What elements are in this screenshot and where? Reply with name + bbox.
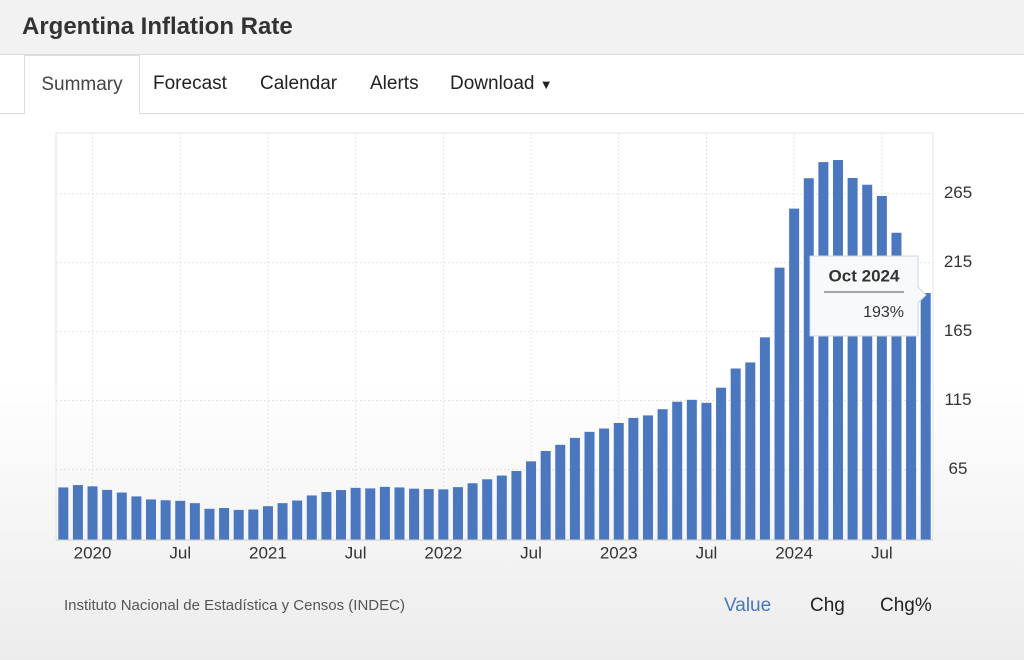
- bar: [803, 178, 814, 541]
- bar: [774, 267, 785, 540]
- bar: [832, 160, 843, 540]
- bar: [394, 487, 405, 540]
- bar: [409, 488, 420, 540]
- x-tick-label: Jul: [520, 543, 542, 562]
- bar: [160, 500, 171, 540]
- x-tick-label: Jul: [345, 543, 367, 562]
- bar: [716, 387, 727, 540]
- bar: [277, 503, 288, 540]
- tooltip: Oct 2024 193%: [809, 255, 927, 337]
- bar: [613, 423, 624, 540]
- bar: [876, 195, 887, 540]
- bar: [730, 368, 741, 540]
- bar: [262, 506, 273, 540]
- bar: [219, 507, 230, 540]
- tooltip-value: 193%: [863, 304, 904, 321]
- y-tick-label: 165: [944, 321, 972, 340]
- tab[interactable]: Download ▼: [450, 73, 553, 95]
- page-title: Argentina Inflation Rate: [22, 13, 293, 40]
- bar: [847, 177, 858, 541]
- bar: [72, 485, 83, 540]
- tab[interactable]: Calendar: [260, 73, 338, 94]
- bar: [672, 401, 683, 540]
- tab-bar: Summary Forecast Calendar Alerts Downloa…: [0, 55, 1024, 114]
- bar: [452, 487, 463, 540]
- view-button[interactable]: Chg%: [880, 595, 932, 616]
- bar: [146, 499, 157, 540]
- bar: [745, 362, 756, 540]
- bar: [175, 500, 186, 540]
- tab[interactable]: Summary: [24, 55, 140, 114]
- bar: [906, 270, 917, 540]
- bar: [496, 475, 507, 540]
- tab[interactable]: Alerts: [370, 73, 419, 94]
- bar: [467, 483, 478, 540]
- x-tick-label: 2021: [249, 543, 287, 562]
- tooltip-title: Oct 2024: [829, 266, 900, 285]
- bar: [438, 489, 449, 540]
- bar: [336, 490, 347, 540]
- bar: [701, 402, 712, 540]
- bar: [891, 232, 902, 540]
- y-tick-label: 215: [944, 252, 972, 271]
- source: Instituto Nacional de Estadística y Cens…: [64, 597, 405, 614]
- bar: [482, 479, 493, 540]
- bar: [686, 399, 697, 540]
- x-tick-label: 2020: [74, 543, 112, 562]
- bar: [657, 409, 668, 540]
- bar: [555, 444, 566, 540]
- tooltip-box: [809, 255, 927, 337]
- dropdown-caret: ▼: [539, 77, 553, 92]
- bar: [321, 491, 332, 540]
- y-tick-label: 265: [944, 183, 972, 202]
- bar: [759, 337, 770, 540]
- header: Argentina Inflation Rate: [0, 0, 1024, 55]
- bar: [248, 509, 259, 540]
- bar: [862, 184, 873, 540]
- bar: [379, 486, 390, 540]
- x-tick-label: Jul: [169, 543, 191, 562]
- bar: [540, 451, 551, 540]
- bar: [511, 471, 522, 540]
- bar: [642, 415, 653, 540]
- y-tick-label: 115: [944, 390, 971, 409]
- bar: [818, 162, 829, 540]
- bar: [131, 496, 142, 540]
- y-tick-label: 65: [949, 459, 968, 478]
- bar: [628, 417, 639, 540]
- x-tick-label: 2023: [600, 543, 638, 562]
- bar: [233, 509, 244, 540]
- bar: [58, 487, 69, 540]
- bar: [526, 461, 537, 540]
- bar: [116, 492, 127, 540]
- bar: [365, 488, 376, 540]
- bar: [306, 495, 317, 540]
- x-tick-label: 2022: [424, 543, 462, 562]
- bar: [292, 500, 303, 540]
- view-button[interactable]: Chg: [810, 595, 845, 616]
- view-button[interactable]: Value: [724, 595, 772, 616]
- x-tick-label: Jul: [696, 543, 718, 562]
- bar: [584, 431, 595, 540]
- x-tick-label: 2024: [775, 543, 813, 562]
- bar: [789, 208, 800, 541]
- bar: [569, 437, 580, 540]
- tab-label: Download: [450, 73, 535, 94]
- x-tick-label: Jul: [871, 543, 893, 562]
- bar: [102, 489, 113, 540]
- bar: [423, 489, 434, 540]
- bar: [599, 428, 610, 540]
- bar: [189, 503, 200, 540]
- bar: [87, 486, 98, 540]
- bar: [204, 508, 215, 540]
- bar: [920, 293, 931, 540]
- bar: [350, 487, 361, 540]
- tab[interactable]: Forecast: [153, 73, 227, 94]
